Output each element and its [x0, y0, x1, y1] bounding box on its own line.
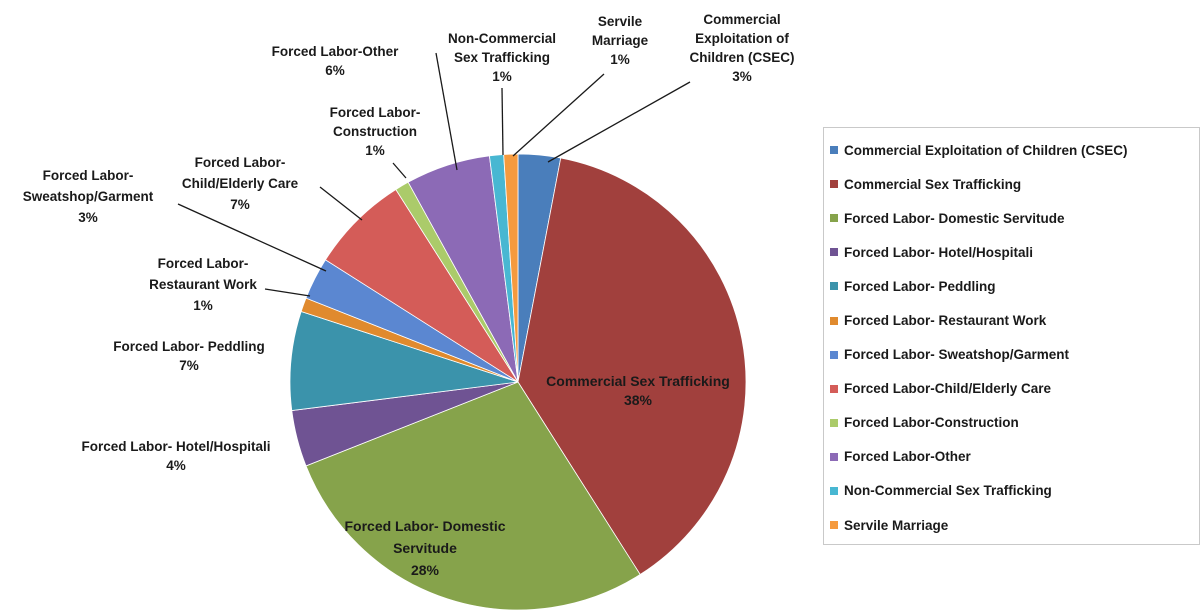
legend-swatch	[830, 316, 838, 325]
legend-label: Non-Commercial Sex Trafficking	[844, 483, 1052, 499]
legend-item-forced-labor-peddling: Forced Labor- Peddling	[830, 269, 1199, 303]
leader-line-forced-labor-child-elderly-care	[319, 186, 363, 221]
data-label-forced-labor-domestic-servitude: Forced Labor- Domestic Servitude 28%	[344, 518, 505, 578]
legend-item-forced-labor-restaurant-work: Forced Labor- Restaurant Work	[830, 303, 1199, 337]
legend-item-forced-labor-domestic-servitude: Forced Labor- Domestic Servitude	[830, 201, 1199, 235]
data-label-forced-labor-peddling: Forced Labor- Peddling 7%	[113, 339, 265, 373]
data-label-commercial-exploitation-of-children-csec: Commercial Exploitation of Children (CSEC)…	[689, 12, 794, 84]
legend-swatch	[830, 282, 838, 291]
data-label-forced-labor-hotel-hospitali: Forced Labor- Hotel/Hospitali 4%	[81, 439, 270, 473]
data-label-commercial-sex-trafficking: Commercial Sex Trafficking 38%	[546, 373, 730, 408]
leader-line-forced-labor-other	[435, 52, 458, 171]
legend-swatch	[830, 452, 838, 461]
leader-line-forced-labor-construction	[392, 162, 407, 179]
legend-label: Forced Labor- Peddling	[844, 278, 996, 294]
legend-label: Forced Labor-Other	[844, 449, 971, 465]
legend-swatch	[830, 214, 838, 223]
data-label-servile-marriage: Servile Marriage 1%	[592, 14, 649, 67]
legend-item-servile-marriage: Servile Marriage	[830, 508, 1199, 542]
legend-label: Forced Labor- Hotel/Hospitali	[844, 244, 1034, 260]
legend-label: Commercial Sex Trafficking	[844, 176, 1022, 192]
legend-item-commercial-sex-trafficking: Commercial Sex Trafficking	[830, 167, 1199, 201]
legend-item-non-commercial-sex-trafficking: Non-Commercial Sex Trafficking	[830, 474, 1199, 508]
legend-item-forced-labor-construction: Forced Labor-Construction	[830, 406, 1199, 440]
leader-line-servile-marriage	[512, 73, 605, 157]
legend-swatch	[830, 180, 838, 189]
legend-item-forced-labor-hotel-hospitali: Forced Labor- Hotel/Hospitali	[830, 235, 1199, 269]
pie-slice-commercial-sex-trafficking	[517, 157, 747, 576]
data-label-forced-labor-sweatshop-garment: Forced Labor-Sweatshop/Garment 3%	[23, 168, 154, 225]
legend-item-forced-labor-sweatshop-garment: Forced Labor- Sweatshop/Garment	[830, 338, 1199, 372]
legend-swatch	[830, 384, 838, 393]
legend-label: Forced Labor- Domestic Servitude	[844, 210, 1065, 226]
leader-line-forced-labor-restaurant-work	[264, 288, 311, 297]
data-label-forced-labor-child-elderly-care: Forced Labor-Child/Elderly Care 7%	[182, 155, 299, 212]
legend-swatch	[830, 486, 838, 495]
pie-slice-forced-labor-domestic-servitude	[305, 381, 641, 611]
legend-swatch	[830, 418, 838, 427]
legend-label: Servile Marriage	[844, 517, 949, 533]
legend-item-commercial-exploitation-of-children-csec: Commercial Exploitation of Children (CSE…	[830, 133, 1199, 167]
legend-swatch	[830, 350, 838, 359]
legend-swatch	[830, 521, 838, 530]
data-label-non-commercial-sex-trafficking: Non-Commercial Sex Trafficking 1%	[448, 31, 556, 84]
legend-item-forced-labor-child-elderly-care: Forced Labor-Child/Elderly Care	[830, 372, 1199, 406]
pie-slice-servile-marriage	[503, 153, 519, 383]
legend-label: Forced Labor-Construction	[844, 415, 1019, 431]
legend-swatch	[830, 146, 838, 155]
leader-line-non-commercial-sex-trafficking	[501, 87, 504, 156]
leader-line-forced-labor-sweatshop-garment	[177, 203, 327, 272]
legend-label: Forced Labor-Child/Elderly Care	[844, 381, 1052, 397]
data-label-forced-labor-restaurant-work: Forced Labor-Restaurant Work 1%	[149, 256, 257, 313]
data-label-forced-labor-construction: Forced Labor-Construction 1%	[330, 105, 421, 158]
leader-line-commercial-exploitation-of-children-csec	[547, 81, 691, 163]
legend-item-forced-labor-other: Forced Labor-Other	[830, 440, 1199, 474]
legend: Commercial Exploitation of Children (CSE…	[823, 127, 1200, 545]
legend-swatch	[830, 248, 838, 257]
legend-label: Forced Labor- Sweatshop/Garment	[844, 347, 1070, 363]
legend-label: Forced Labor- Restaurant Work	[844, 313, 1047, 329]
legend-label: Commercial Exploitation of Children (CSE…	[844, 142, 1128, 158]
data-label-forced-labor-other: Forced Labor-Other 6%	[272, 44, 400, 78]
